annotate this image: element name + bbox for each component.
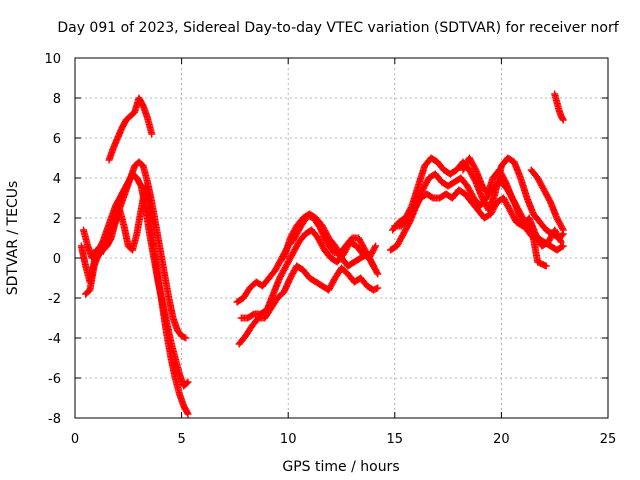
axis-ticks: 0 5 10 15 20 25 -8 -6 -4 -2 0 2 4 6 8 10	[44, 52, 616, 447]
y-tick-label: -6	[48, 372, 61, 387]
data-point	[557, 238, 565, 246]
data-point	[374, 284, 382, 292]
x-tick-label: 5	[177, 432, 185, 447]
series-late-f	[551, 90, 567, 124]
data-point	[374, 270, 382, 278]
data-point	[373, 269, 381, 276]
data-point	[183, 409, 191, 417]
y-tick-label: 2	[53, 212, 61, 227]
y-tick-label: -8	[48, 412, 61, 427]
y-axis-title: SDTVAR / TECUs	[5, 181, 21, 296]
data-point	[184, 378, 192, 386]
y-tick-label: 6	[53, 132, 61, 147]
series-late-a	[389, 154, 567, 242]
y-tick-label: -4	[48, 332, 61, 347]
data-point	[372, 242, 380, 250]
series-early-c	[82, 182, 192, 418]
series-late-e	[527, 166, 567, 234]
data-point	[559, 242, 567, 250]
y-tick-label: 0	[53, 252, 61, 267]
data-point	[148, 130, 156, 138]
data-point	[558, 225, 566, 232]
data-point	[559, 116, 567, 124]
y-tick-label: 8	[53, 92, 61, 107]
data-point	[369, 262, 377, 270]
x-tick-label: 0	[71, 432, 79, 447]
data-point	[369, 261, 377, 268]
data-point	[559, 226, 567, 234]
data-points	[77, 90, 567, 418]
data-point	[542, 262, 550, 270]
data-point	[371, 244, 379, 251]
x-tick-label: 10	[280, 432, 297, 447]
data-point	[559, 115, 567, 123]
x-tick-label: 20	[493, 432, 510, 447]
plot-frame	[74, 57, 609, 419]
x-tick-label: 25	[600, 432, 617, 447]
series-mid-c	[235, 262, 382, 348]
x-tick-label: 15	[387, 432, 404, 447]
data-point	[558, 243, 566, 251]
data-point	[182, 334, 190, 342]
y-tick-label: 10	[44, 52, 61, 67]
data-point	[183, 379, 191, 387]
chart-title: Day 091 of 2023, Sidereal Day-to-day VTE…	[57, 20, 619, 36]
data-point	[556, 237, 564, 244]
series-mid-d	[280, 210, 377, 270]
x-axis-title: GPS time / hours	[282, 459, 399, 475]
y-tick-label: -2	[48, 292, 61, 307]
data-point	[184, 410, 192, 418]
y-tick-label: 4	[53, 172, 61, 187]
series-early-d	[105, 94, 156, 164]
series-late-d	[459, 154, 550, 270]
